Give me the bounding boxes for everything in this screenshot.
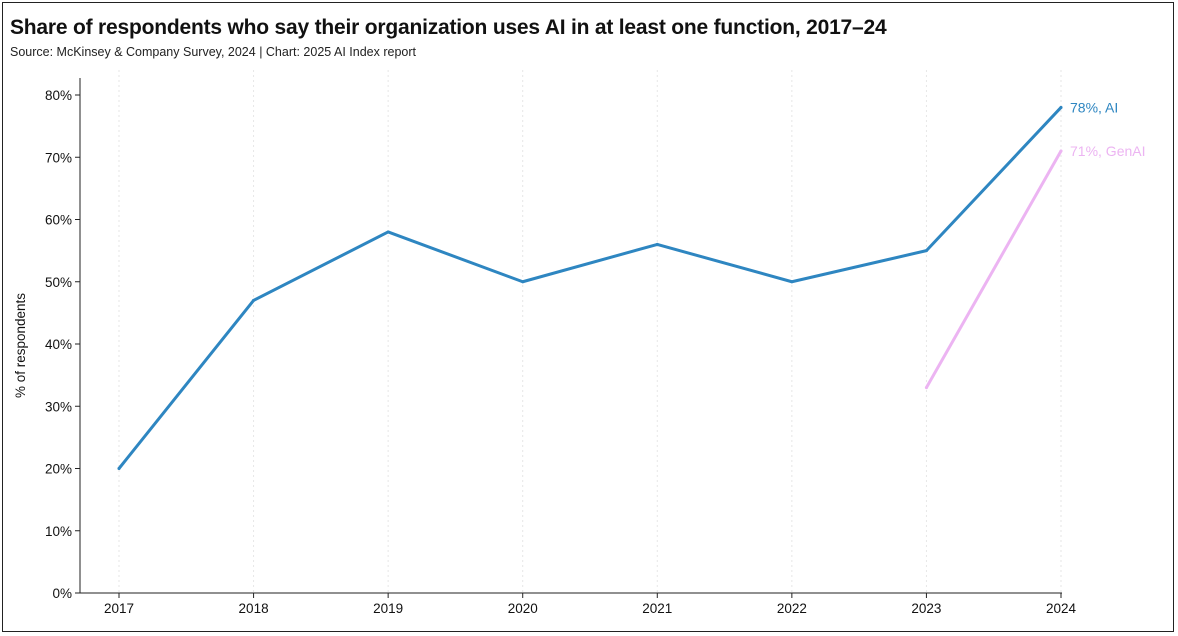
gridlines [118, 70, 1062, 593]
x-tick-label: 2021 [642, 601, 672, 616]
chart-subtitle: Source: McKinsey & Company Survey, 2024 … [10, 45, 416, 59]
x-tick-label: 2019 [373, 601, 403, 616]
y-tick-label: 70% [45, 150, 72, 165]
data-point-genai-2023 [924, 386, 928, 390]
data-point-ai-2017 [117, 467, 121, 470]
series-line-genai [924, 149, 1063, 390]
x-tick-label: 2018 [239, 601, 269, 616]
y-tick-label: 80% [45, 88, 72, 103]
end-label-genai: 71%, GenAI [1070, 143, 1146, 159]
data-point-ai-2018 [252, 298, 256, 302]
data-point-ai-2021 [655, 242, 659, 246]
y-tick-label: 30% [45, 399, 72, 414]
x-tick-label: 2020 [508, 601, 538, 616]
y-axis-title: % of respondents [13, 293, 28, 398]
x-tick-label: 2023 [911, 601, 941, 616]
data-point-ai-2019 [386, 230, 390, 234]
axes: 0% 10% 20% 30% 40% 50% 60% 70% 80% 2017 2018 2019 20… [13, 78, 1077, 616]
data-point-genai-2024 [1059, 149, 1063, 153]
y-tick-label: 50% [45, 275, 72, 290]
x-tick-label: 2022 [777, 601, 807, 616]
end-label-ai: 78%, AI [1070, 99, 1118, 115]
data-point-ai-2023 [924, 249, 928, 253]
x-tick-label: 2024 [1046, 601, 1077, 616]
data-point-ai-2022 [790, 280, 794, 284]
y-tick-label: 10% [45, 524, 72, 539]
series-line-ai [117, 105, 1063, 470]
labels: 78%, AI 71%, GenAI [1070, 99, 1146, 159]
chart-title: Share of respondents who say their organ… [10, 16, 887, 39]
x-tick-label: 2017 [104, 601, 134, 616]
y-tick-label: 0% [52, 586, 72, 601]
y-tick-label: 60% [45, 213, 72, 228]
data-point-ai-2024 [1059, 105, 1063, 109]
series-lines [117, 105, 1063, 470]
y-tick-label: 20% [45, 462, 72, 477]
y-tick-label: 40% [45, 337, 72, 352]
data-point-ai-2020 [521, 280, 525, 284]
